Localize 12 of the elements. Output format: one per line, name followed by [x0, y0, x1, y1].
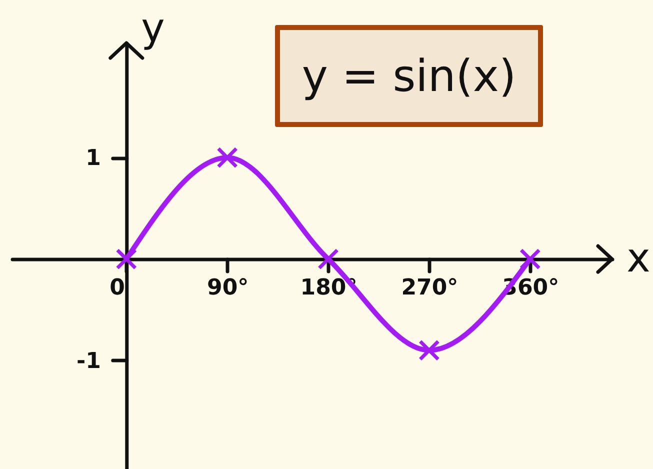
y-tick-label: -1 [76, 348, 101, 374]
x-tick-label: 0 [110, 276, 125, 301]
x-tick-label: 270° [401, 276, 458, 301]
point [418, 340, 440, 362]
x-tick-label: 90° [207, 276, 249, 301]
point [116, 248, 138, 270]
point [216, 146, 238, 168]
x-axis-title: x [626, 236, 650, 282]
y-axis-title: y [141, 6, 165, 52]
point [318, 248, 339, 270]
point [519, 248, 541, 270]
y-tick-label: 1 [86, 146, 101, 172]
